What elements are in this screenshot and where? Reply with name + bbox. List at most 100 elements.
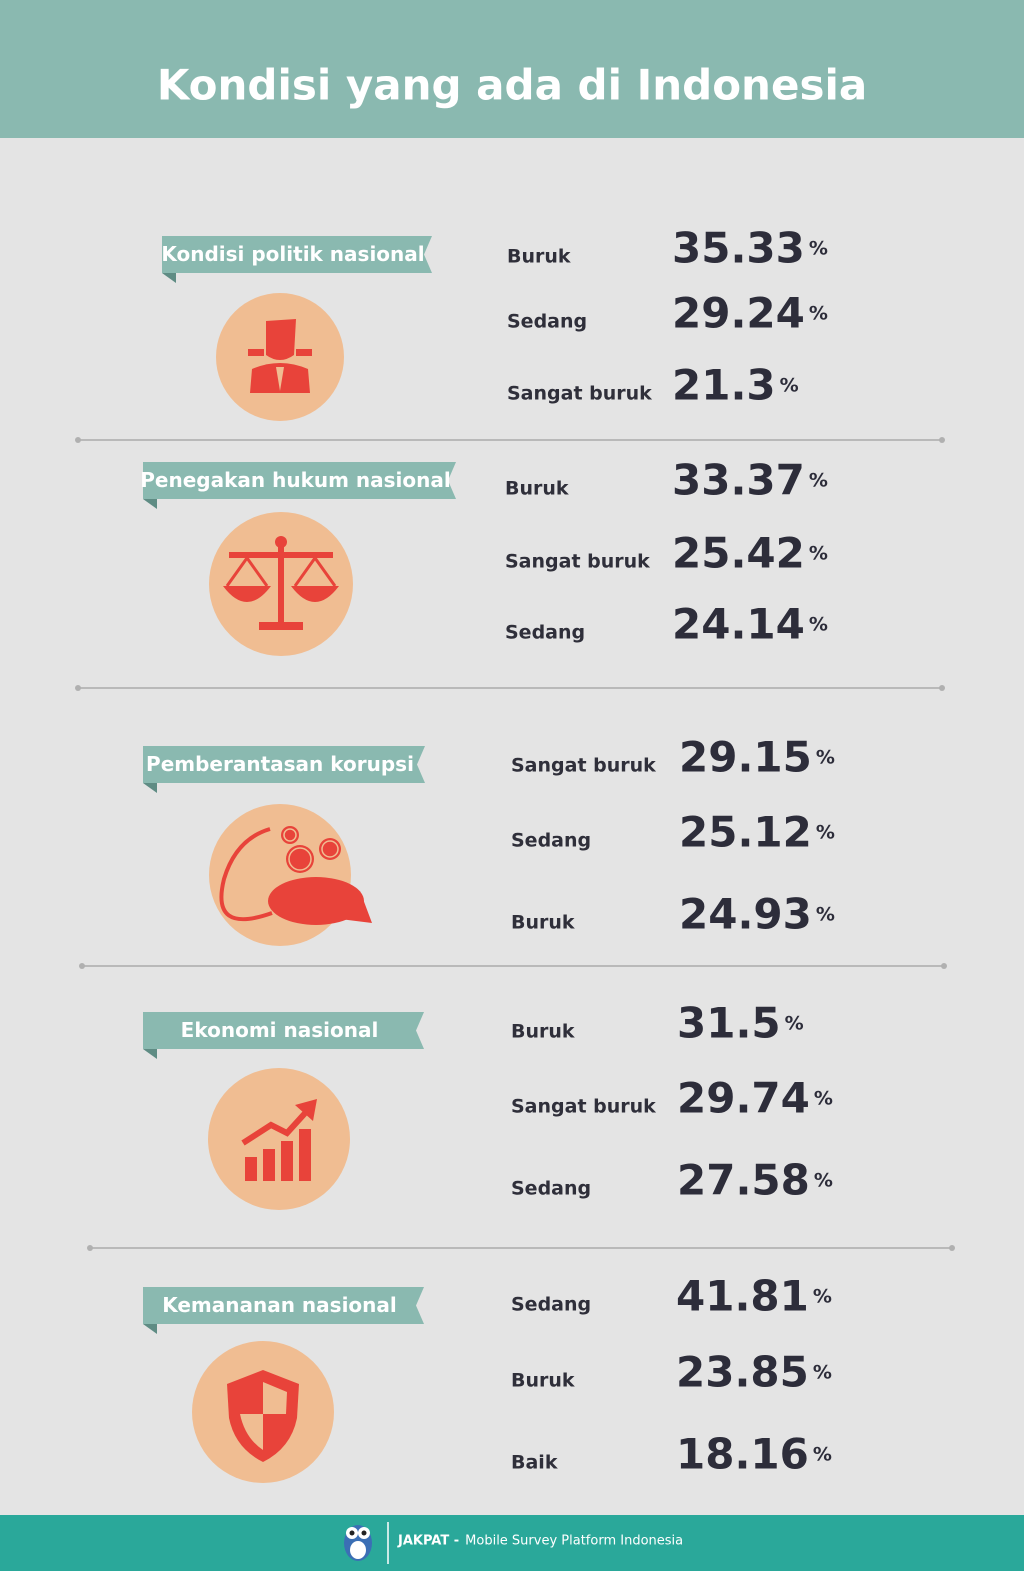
item-value: 29.24 xyxy=(672,289,805,338)
icon-shape xyxy=(240,1414,263,1450)
item-label: Baik xyxy=(511,1452,558,1474)
item-unit: % xyxy=(816,747,835,769)
item-label: Sangat buruk xyxy=(507,383,652,405)
icon-shape xyxy=(225,555,269,587)
item-label: Sedang xyxy=(511,1178,591,1200)
item-label: Sangat buruk xyxy=(511,1096,656,1118)
item-unit: % xyxy=(813,1286,832,1308)
section-icon xyxy=(227,1370,299,1462)
ribbon xyxy=(143,462,456,499)
divider-dot xyxy=(79,963,85,969)
item-value: 25.12 xyxy=(679,808,812,857)
item-value: 24.14 xyxy=(672,600,805,649)
icon-shape xyxy=(295,1099,317,1121)
section-title: Ekonomi nasional xyxy=(181,1018,379,1042)
item-unit: % xyxy=(816,822,835,844)
icon-circle xyxy=(209,804,351,946)
divider-dot xyxy=(75,437,81,443)
ribbon xyxy=(143,746,425,783)
icon-shape xyxy=(219,827,273,922)
item-unit: % xyxy=(809,470,828,492)
item-value: 35.33 xyxy=(672,224,805,273)
section-icon xyxy=(223,536,339,630)
icon-shape xyxy=(268,877,364,925)
section-icon xyxy=(219,826,372,925)
ribbon-tail xyxy=(143,499,157,509)
ribbon xyxy=(162,236,432,273)
owl-logo xyxy=(344,1525,372,1561)
icon-shape xyxy=(266,319,296,360)
divider-dot xyxy=(949,1245,955,1251)
icon-shape xyxy=(275,536,287,548)
item-label: Sangat buruk xyxy=(505,551,650,573)
section-title: Penegakan hukum nasional xyxy=(140,468,450,492)
icon-shape xyxy=(278,544,284,624)
item-value: 27.58 xyxy=(677,1156,810,1205)
page-title: Kondisi yang ada di Indonesia xyxy=(157,61,867,110)
icon-shape xyxy=(229,552,333,558)
footer-tagline: Mobile Survey Platform Indonesia xyxy=(465,1534,683,1549)
item-unit: % xyxy=(816,904,835,926)
item-label: Sangat buruk xyxy=(511,755,656,777)
divider-dot xyxy=(75,685,81,691)
icon-shape xyxy=(291,586,339,602)
item-unit: % xyxy=(809,303,828,325)
divider-dot xyxy=(939,437,945,443)
ribbon xyxy=(143,1287,424,1324)
icon-shape xyxy=(286,845,314,873)
section-title: Kemananan nasional xyxy=(162,1293,397,1317)
ribbon xyxy=(143,1012,424,1049)
ribbon-tail xyxy=(143,1049,157,1059)
icon-shape xyxy=(283,828,297,842)
item-value: 25.42 xyxy=(672,529,805,578)
item-value: 41.81 xyxy=(676,1272,809,1321)
icon-shape xyxy=(296,349,312,356)
icon-shape xyxy=(223,586,271,602)
item-unit: % xyxy=(814,1088,833,1110)
icon-shape xyxy=(340,891,372,923)
item-unit: % xyxy=(780,375,799,397)
icon-shape xyxy=(241,1108,310,1146)
item-label: Buruk xyxy=(507,246,571,268)
item-unit: % xyxy=(785,1013,804,1035)
footer-band xyxy=(0,1515,1024,1571)
item-value: 18.16 xyxy=(676,1430,809,1479)
item-unit: % xyxy=(809,238,828,260)
item-label: Buruk xyxy=(511,1370,575,1392)
icon-shape xyxy=(259,622,303,630)
item-value: 21.3 xyxy=(672,361,776,410)
icon-shape xyxy=(263,1149,275,1181)
ribbon-tail xyxy=(143,1324,157,1334)
section-icon xyxy=(241,1099,317,1181)
section-title: Kondisi politik nasional xyxy=(161,242,424,266)
item-unit: % xyxy=(809,543,828,565)
icon-shape xyxy=(293,555,337,587)
icon-shape xyxy=(288,847,312,871)
item-label: Buruk xyxy=(505,478,569,500)
icon-shape xyxy=(248,349,264,356)
item-unit: % xyxy=(814,1170,833,1192)
ribbon-tail xyxy=(162,273,176,283)
item-label: Sedang xyxy=(505,622,585,644)
item-unit: % xyxy=(813,1362,832,1384)
item-label: Sedang xyxy=(507,311,587,333)
footer-brand: JAKPAT - xyxy=(397,1534,459,1549)
divider-dot xyxy=(87,1245,93,1251)
ribbon-tail xyxy=(143,783,157,793)
section-icon xyxy=(248,319,312,393)
icon-circle xyxy=(208,1068,350,1210)
icon-shape xyxy=(263,1382,287,1414)
divider-dot xyxy=(941,963,947,969)
item-label: Buruk xyxy=(511,1021,575,1043)
item-unit: % xyxy=(809,614,828,636)
section-title: Pemberantasan korupsi xyxy=(146,752,414,776)
icon-shape xyxy=(245,1157,257,1181)
item-unit: % xyxy=(813,1444,832,1466)
item-value: 24.93 xyxy=(679,890,812,939)
icon-shape xyxy=(321,840,339,858)
icon-shape xyxy=(299,1129,311,1181)
icon-shape xyxy=(276,367,284,391)
item-value: 23.85 xyxy=(676,1348,809,1397)
